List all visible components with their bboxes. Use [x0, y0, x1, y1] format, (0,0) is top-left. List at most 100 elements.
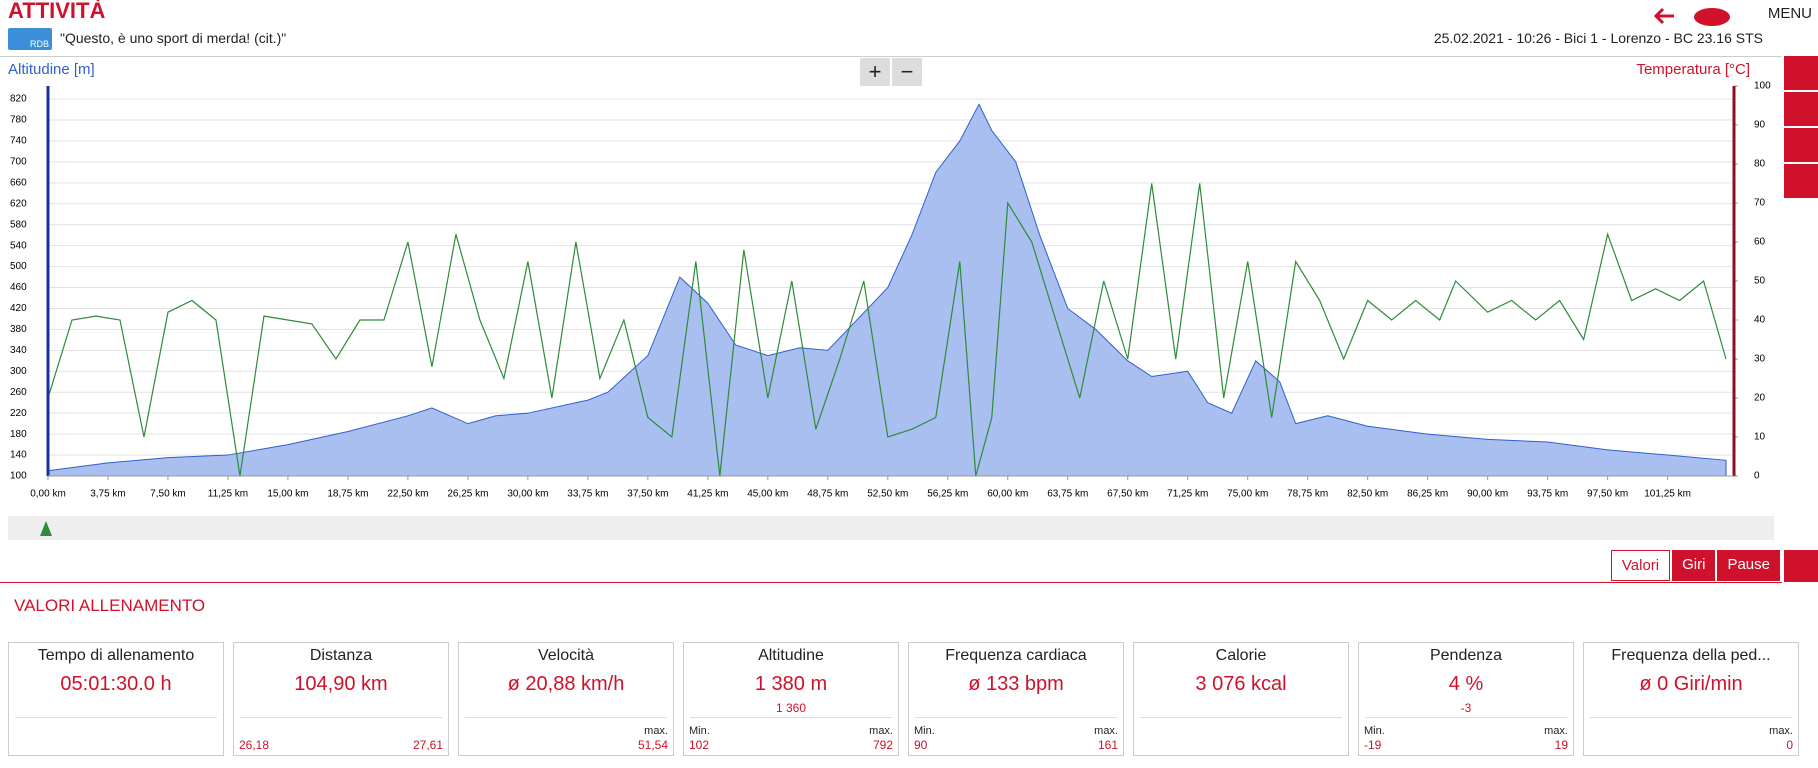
tab-menu[interactable] [1784, 550, 1818, 582]
side-button[interactable] [1784, 128, 1818, 162]
card-divider [1365, 717, 1567, 718]
y2-tick-label: 50 [1754, 276, 1766, 287]
card-title: Frequenza cardiaca [945, 647, 1087, 664]
header-icons [1653, 7, 1730, 26]
stat-card: Distanza 104,90 km 26,18 27,61 [233, 642, 449, 756]
card-divider [15, 717, 217, 718]
divider [0, 582, 1782, 583]
x-tick-label: 97,50 km [1587, 489, 1628, 500]
side-button[interactable] [1784, 164, 1818, 198]
stat-card: Altitudine 1 380 m 1 360 Min. 102 max. 792 [683, 642, 899, 756]
card-divider [1140, 717, 1342, 718]
x-tick-label: 22,50 km [387, 489, 428, 500]
y2-tick-label: 10 [1754, 432, 1766, 443]
card-title: Pendenza [1429, 647, 1503, 664]
x-tick-label: 86,25 km [1407, 489, 1448, 500]
x-tick-label: 3,75 km [90, 489, 126, 500]
y-tick-label: 340 [10, 345, 27, 356]
divider [0, 56, 1782, 57]
max-label: max. [1769, 725, 1793, 737]
back-icon[interactable] [1653, 7, 1674, 25]
stat-card: Calorie 3 076 kcal [1133, 642, 1349, 756]
range-slider[interactable] [8, 516, 1774, 540]
max-value: 51,54 [637, 738, 668, 752]
y-tick-label: 700 [10, 157, 27, 168]
card-divider [690, 717, 892, 718]
y-tick-label: 820 [10, 94, 27, 105]
card-value: 3 076 kcal [1195, 673, 1287, 695]
x-tick-label: 11,25 km [208, 489, 248, 500]
card-title: Tempo di allenamento [37, 647, 195, 664]
menu-button[interactable]: MENU [1767, 5, 1812, 22]
card-title: Calorie [1215, 647, 1267, 664]
side-button[interactable] [1784, 92, 1818, 126]
x-tick-label: 71,25 km [1167, 489, 1208, 500]
tab[interactable]: Valori [1610, 550, 1671, 581]
y2-axis-title: Temperatura [°C] [1636, 61, 1750, 78]
y2-tick-label: 100 [1754, 81, 1771, 92]
stat-card: Frequenza della ped... ø 0 Giri/min max. 0 [1583, 642, 1799, 756]
x-tick-label: 75,00 km [1227, 489, 1268, 500]
x-tick-label: 90,00 km [1467, 489, 1508, 500]
zoom-out[interactable]: − [892, 58, 922, 86]
max-label: max. [1544, 725, 1568, 737]
card-subvalue: 1 360 [775, 701, 807, 715]
max-value: 27,61 [412, 738, 443, 752]
max-label: max. [869, 725, 893, 737]
card-title: Altitudine [758, 647, 824, 664]
x-tick-label: 41,25 km [687, 489, 728, 500]
altitude-area [47, 103, 1727, 477]
logo: RDB [8, 28, 52, 50]
card-value: ø 20,88 km/h [507, 673, 625, 695]
y-tick-label: 300 [10, 366, 27, 377]
card-divider [1590, 717, 1792, 718]
card-value: 104,90 km [294, 673, 388, 695]
x-tick-label: 93,75 km [1527, 489, 1568, 500]
chart: Altitudine [m] Temperatura [°C] 10014018… [8, 61, 1774, 540]
min-value: -19 [1364, 738, 1382, 752]
card-title: Distanza [309, 647, 373, 664]
card-value: 4 % [1448, 673, 1484, 695]
x-tick-label: 26,25 km [447, 489, 488, 500]
card-title: Velocità [537, 647, 595, 664]
y2-tick-label: 60 [1754, 237, 1766, 248]
y-tick-label: 260 [10, 387, 27, 398]
activity-info: 25.02.2021 - 10:26 - Bici 1 - Lorenzo - … [1433, 30, 1763, 46]
x-tick-label: 30,00 km [507, 489, 548, 500]
y-axis-title: Altitudine [m] [8, 61, 95, 78]
y-tick-label: 380 [10, 324, 27, 335]
x-tick-label: 101,25 km [1644, 489, 1691, 500]
x-tick-label: 45,00 km [747, 489, 788, 500]
y-tick-label: 220 [10, 408, 27, 419]
x-tick-label: 18,75 km [327, 489, 368, 500]
y2-tick-label: 40 [1754, 315, 1766, 326]
max-value: 0 [1786, 738, 1793, 752]
y-tick-label: 460 [10, 282, 27, 293]
max-value: 792 [872, 738, 893, 752]
x-tick-label: 33,75 km [567, 489, 608, 500]
cards: Tempo di allenamento 05:01:30.0 h Distanza… [8, 642, 1799, 756]
quote: "Questo, è uno sport di merda! (cit.)" [60, 30, 287, 46]
card-subvalue: -3 [1460, 701, 1472, 715]
max-label: max. [1094, 725, 1118, 737]
zoom-in[interactable]: + [860, 58, 890, 86]
y2-tick-label: 0 [1754, 471, 1760, 482]
side-button[interactable] [1784, 56, 1818, 90]
card-value: 1 380 m [754, 673, 828, 695]
card-value: ø 133 bpm [968, 673, 1064, 695]
tab[interactable]: Giri [1672, 550, 1716, 581]
max-value: 19 [1554, 738, 1568, 752]
x-tick-label: 37,50 km [627, 489, 668, 500]
slider-handle[interactable] [40, 521, 52, 536]
stat-card: Tempo di allenamento 05:01:30.0 h [8, 642, 224, 756]
temperature-line [47, 183, 1727, 477]
tab[interactable]: Pause [1717, 550, 1780, 581]
stat-card: Pendenza 4 % -3 Min. -19 max. 19 [1358, 642, 1574, 756]
min-value: 26,18 [239, 738, 270, 752]
x-tick-label: 63,75 km [1047, 489, 1088, 500]
y-tick-label: 140 [10, 450, 27, 461]
sync-icon[interactable] [1694, 8, 1730, 26]
min-value: 90 [914, 738, 928, 752]
card-divider [465, 717, 667, 718]
x-tick-label: 7,50 km [150, 489, 186, 500]
